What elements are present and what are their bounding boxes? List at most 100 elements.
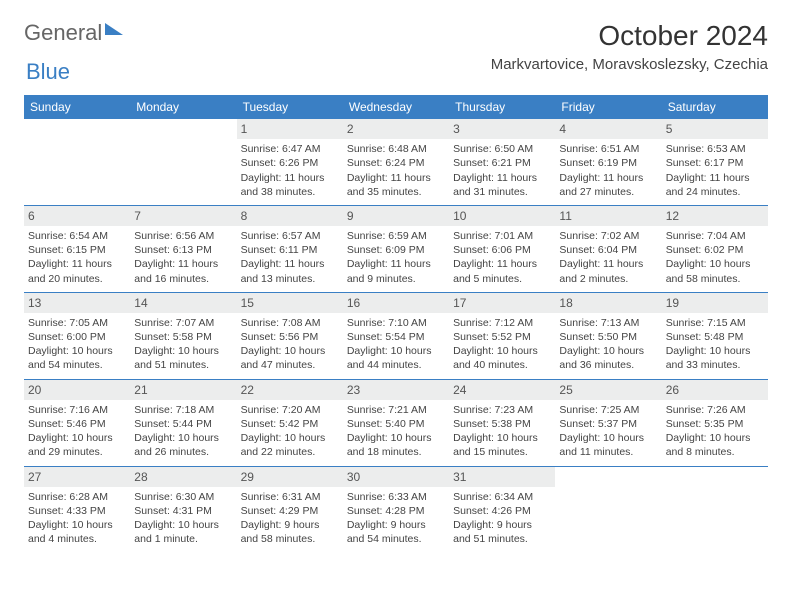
calendar-table: SundayMondayTuesdayWednesdayThursdayFrid…: [24, 95, 768, 552]
day-number: 2: [343, 119, 449, 139]
weekday-header: Wednesday: [343, 95, 449, 119]
day-number: 7: [130, 206, 236, 226]
day-info: Sunrise: 7:20 AMSunset: 5:42 PMDaylight:…: [241, 403, 339, 460]
calendar-day-cell: 20 Sunrise: 7:16 AMSunset: 5:46 PMDayligh…: [24, 379, 130, 466]
day-number: 20: [24, 380, 130, 400]
calendar-empty-cell: [24, 119, 130, 205]
day-number: 19: [662, 293, 768, 313]
calendar-day-cell: 16 Sunrise: 7:10 AMSunset: 5:54 PMDayligh…: [343, 292, 449, 379]
calendar-day-cell: 27 Sunrise: 6:28 AMSunset: 4:33 PMDayligh…: [24, 466, 130, 552]
day-number: 25: [555, 380, 661, 400]
day-info: Sunrise: 7:01 AMSunset: 6:06 PMDaylight:…: [453, 229, 551, 286]
calendar-day-cell: 31Sunrise: 6:34 AMSunset: 4:26 PMDayligh…: [449, 466, 555, 552]
day-info: Sunrise: 6:50 AMSunset: 6:21 PMDaylight:…: [453, 142, 551, 199]
day-number: 23: [343, 380, 449, 400]
day-info: Sunrise: 7:15 AMSunset: 5:48 PMDaylight:…: [666, 316, 764, 373]
day-number: 27: [24, 467, 130, 487]
day-number: 4: [555, 119, 661, 139]
calendar-empty-cell: [555, 466, 661, 552]
location-text: Markvartovice, Moravskoslezsky, Czechia: [491, 56, 768, 73]
day-number: 16: [343, 293, 449, 313]
calendar-empty-cell: [662, 466, 768, 552]
calendar-day-cell: 22 Sunrise: 7:20 AMSunset: 5:42 PMDayligh…: [237, 379, 343, 466]
calendar-day-cell: 30 Sunrise: 6:33 AMSunset: 4:28 PMDayligh…: [343, 466, 449, 552]
month-title: October 2024: [491, 20, 768, 52]
calendar-day-cell: 6 Sunrise: 6:54 AMSunset: 6:15 PMDaylight…: [24, 205, 130, 292]
weekday-header-row: SundayMondayTuesdayWednesdayThursdayFrid…: [24, 95, 768, 119]
day-info: Sunrise: 7:26 AMSunset: 5:35 PMDaylight:…: [666, 403, 764, 460]
calendar-week-row: 6 Sunrise: 6:54 AMSunset: 6:15 PMDaylight…: [24, 205, 768, 292]
day-info: Sunrise: 6:34 AMSunset: 4:26 PMDaylight:…: [453, 490, 551, 547]
day-number: 17: [449, 293, 555, 313]
weekday-header: Saturday: [662, 95, 768, 119]
day-number: 3: [449, 119, 555, 139]
calendar-day-cell: 25 Sunrise: 7:25 AMSunset: 5:37 PMDayligh…: [555, 379, 661, 466]
day-info: Sunrise: 7:21 AMSunset: 5:40 PMDaylight:…: [347, 403, 445, 460]
day-info: Sunrise: 6:33 AMSunset: 4:28 PMDaylight:…: [347, 490, 445, 547]
day-info: Sunrise: 7:18 AMSunset: 5:44 PMDaylight:…: [134, 403, 232, 460]
day-number: 24: [449, 380, 555, 400]
day-number: 5: [662, 119, 768, 139]
calendar-day-cell: 18 Sunrise: 7:13 AMSunset: 5:50 PMDayligh…: [555, 292, 661, 379]
day-info: Sunrise: 7:02 AMSunset: 6:04 PMDaylight:…: [559, 229, 657, 286]
calendar-day-cell: 10 Sunrise: 7:01 AMSunset: 6:06 PMDayligh…: [449, 205, 555, 292]
calendar-week-row: 20 Sunrise: 7:16 AMSunset: 5:46 PMDayligh…: [24, 379, 768, 466]
day-info: Sunrise: 7:05 AMSunset: 6:00 PMDaylight:…: [28, 316, 126, 373]
calendar-day-cell: 12Sunrise: 7:04 AMSunset: 6:02 PMDayligh…: [662, 205, 768, 292]
day-number: 9: [343, 206, 449, 226]
day-info: Sunrise: 6:28 AMSunset: 4:33 PMDaylight:…: [28, 490, 126, 547]
logo: General: [24, 20, 123, 46]
calendar-day-cell: 4Sunrise: 6:51 AMSunset: 6:19 PMDaylight…: [555, 119, 661, 205]
day-number: 6: [24, 206, 130, 226]
calendar-day-cell: 23 Sunrise: 7:21 AMSunset: 5:40 PMDayligh…: [343, 379, 449, 466]
calendar-day-cell: 13 Sunrise: 7:05 AMSunset: 6:00 PMDayligh…: [24, 292, 130, 379]
calendar-day-cell: 19 Sunrise: 7:15 AMSunset: 5:48 PMDayligh…: [662, 292, 768, 379]
day-info: Sunrise: 6:57 AMSunset: 6:11 PMDaylight:…: [241, 229, 339, 286]
weekday-header: Thursday: [449, 95, 555, 119]
day-number: 22: [237, 380, 343, 400]
day-number: 28: [130, 467, 236, 487]
calendar-week-row: 1Sunrise: 6:47 AMSunset: 6:26 PMDaylight…: [24, 119, 768, 205]
calendar-day-cell: 11Sunrise: 7:02 AMSunset: 6:04 PMDayligh…: [555, 205, 661, 292]
weekday-header: Monday: [130, 95, 236, 119]
day-info: Sunrise: 7:16 AMSunset: 5:46 PMDaylight:…: [28, 403, 126, 460]
calendar-day-cell: 7 Sunrise: 6:56 AMSunset: 6:13 PMDaylight…: [130, 205, 236, 292]
calendar-body: 1Sunrise: 6:47 AMSunset: 6:26 PMDaylight…: [24, 119, 768, 552]
calendar-day-cell: 1Sunrise: 6:47 AMSunset: 6:26 PMDaylight…: [237, 119, 343, 205]
day-info: Sunrise: 7:08 AMSunset: 5:56 PMDaylight:…: [241, 316, 339, 373]
calendar-day-cell: 9 Sunrise: 6:59 AMSunset: 6:09 PMDaylight…: [343, 205, 449, 292]
day-number: 13: [24, 293, 130, 313]
day-info: Sunrise: 7:13 AMSunset: 5:50 PMDaylight:…: [559, 316, 657, 373]
day-number: 15: [237, 293, 343, 313]
day-info: Sunrise: 6:48 AMSunset: 6:24 PMDaylight:…: [347, 142, 445, 199]
weekday-header: Sunday: [24, 95, 130, 119]
day-info: Sunrise: 7:10 AMSunset: 5:54 PMDaylight:…: [347, 316, 445, 373]
calendar-empty-cell: [130, 119, 236, 205]
calendar-day-cell: 17 Sunrise: 7:12 AMSunset: 5:52 PMDayligh…: [449, 292, 555, 379]
day-number: 10: [449, 206, 555, 226]
day-info: Sunrise: 6:56 AMSunset: 6:13 PMDaylight:…: [134, 229, 232, 286]
calendar-week-row: 13 Sunrise: 7:05 AMSunset: 6:00 PMDayligh…: [24, 292, 768, 379]
day-info: Sunrise: 6:30 AMSunset: 4:31 PMDaylight:…: [134, 490, 232, 547]
day-info: Sunrise: 6:47 AMSunset: 6:26 PMDaylight:…: [241, 142, 339, 199]
day-number: 18: [555, 293, 661, 313]
calendar-day-cell: 24Sunrise: 7:23 AMSunset: 5:38 PMDayligh…: [449, 379, 555, 466]
day-info: Sunrise: 7:25 AMSunset: 5:37 PMDaylight:…: [559, 403, 657, 460]
calendar-day-cell: 8 Sunrise: 6:57 AMSunset: 6:11 PMDaylight…: [237, 205, 343, 292]
day-info: Sunrise: 6:59 AMSunset: 6:09 PMDaylight:…: [347, 229, 445, 286]
weekday-header: Tuesday: [237, 95, 343, 119]
day-info: Sunrise: 6:54 AMSunset: 6:15 PMDaylight:…: [28, 229, 126, 286]
calendar-day-cell: 21Sunrise: 7:18 AMSunset: 5:44 PMDayligh…: [130, 379, 236, 466]
day-number: 8: [237, 206, 343, 226]
day-number: 30: [343, 467, 449, 487]
calendar-day-cell: 3 Sunrise: 6:50 AMSunset: 6:21 PMDaylight…: [449, 119, 555, 205]
day-number: 12: [662, 206, 768, 226]
day-number: 29: [237, 467, 343, 487]
calendar-day-cell: 29Sunrise: 6:31 AMSunset: 4:29 PMDayligh…: [237, 466, 343, 552]
calendar-day-cell: 5Sunrise: 6:53 AMSunset: 6:17 PMDaylight…: [662, 119, 768, 205]
day-info: Sunrise: 7:12 AMSunset: 5:52 PMDaylight:…: [453, 316, 551, 373]
weekday-header: Friday: [555, 95, 661, 119]
day-number: 26: [662, 380, 768, 400]
calendar-day-cell: 26 Sunrise: 7:26 AMSunset: 5:35 PMDayligh…: [662, 379, 768, 466]
calendar-day-cell: 14Sunrise: 7:07 AMSunset: 5:58 PMDayligh…: [130, 292, 236, 379]
